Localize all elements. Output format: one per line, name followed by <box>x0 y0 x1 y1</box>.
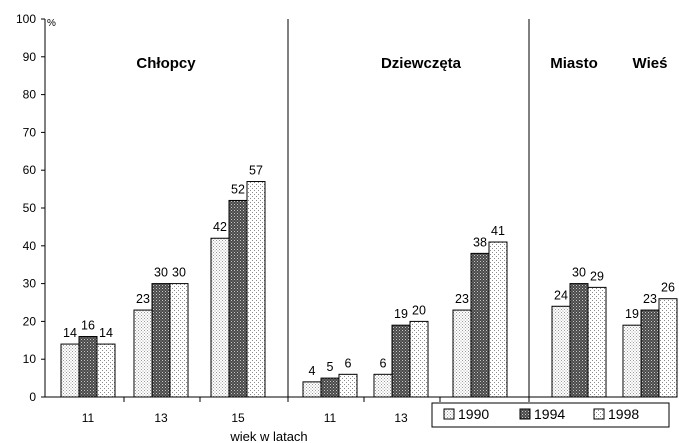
y-tick-label: 80 <box>23 88 37 102</box>
legend-swatch <box>519 408 531 420</box>
bar <box>452 309 472 398</box>
bar <box>587 286 607 398</box>
legend-box <box>431 402 670 428</box>
y-tick-label: 10 <box>23 352 37 366</box>
y-tick-label: 50 <box>23 201 37 215</box>
bar <box>373 373 393 398</box>
x-category-label: 11 <box>324 411 337 425</box>
x-category-label: 13 <box>154 411 168 425</box>
y-tick-label: 70 <box>23 125 37 139</box>
data-label: 23 <box>455 292 469 306</box>
legend-swatch <box>593 408 605 420</box>
bar <box>320 377 340 398</box>
group-title: Chłopcy <box>136 55 196 72</box>
data-label: 16 <box>81 319 95 333</box>
legend-label: 1990 <box>458 406 489 422</box>
legend-swatch <box>443 408 455 420</box>
bar <box>391 324 411 398</box>
bar <box>622 324 642 398</box>
bar <box>470 252 490 398</box>
group-title: Wieś <box>633 55 668 72</box>
bar <box>151 283 171 398</box>
data-label: 6 <box>380 356 387 370</box>
bar <box>78 336 98 398</box>
y-unit-label: % <box>47 18 56 29</box>
legend-label: 1994 <box>534 406 565 422</box>
data-label: 4 <box>309 364 316 378</box>
data-label: 24 <box>554 288 568 302</box>
bar <box>569 283 589 398</box>
data-label: 30 <box>154 266 168 280</box>
data-label: 52 <box>231 182 245 196</box>
bar <box>551 305 571 398</box>
bar <box>658 298 678 398</box>
data-label: 20 <box>412 303 426 317</box>
y-tick-label: 20 <box>23 314 37 328</box>
bar <box>133 309 153 398</box>
legend-label: 1998 <box>608 406 639 422</box>
data-label: 57 <box>249 164 263 178</box>
x-category-label: 11 <box>82 411 95 425</box>
bar <box>302 381 322 398</box>
data-label: 26 <box>661 281 675 295</box>
y-tick-label: 100 <box>16 12 36 26</box>
data-label: 29 <box>590 269 604 283</box>
data-label: 23 <box>136 292 150 306</box>
y-tick-label: 60 <box>23 163 37 177</box>
bar <box>246 181 266 398</box>
data-label: 38 <box>473 235 487 249</box>
bar <box>60 343 80 398</box>
y-tick-label: 30 <box>23 277 37 291</box>
legend: 1990 1994 1998 <box>431 402 670 428</box>
data-label: 5 <box>327 360 334 374</box>
data-label: 42 <box>213 220 227 234</box>
data-label: 23 <box>643 292 657 306</box>
bars <box>60 181 678 398</box>
x-axis-title: wiek w latach <box>229 429 307 443</box>
bar <box>210 237 230 398</box>
bar <box>338 373 358 398</box>
bar <box>169 283 189 398</box>
x-category-label: 15 <box>231 411 245 425</box>
bar <box>640 309 660 398</box>
x-category-label: 13 <box>394 411 408 425</box>
bar <box>228 199 248 398</box>
y-tick-label: 40 <box>23 239 37 253</box>
y-tick-label: 0 <box>29 390 36 404</box>
y-tick-label: 90 <box>23 50 37 64</box>
data-label: 30 <box>572 266 586 280</box>
bar <box>409 320 429 398</box>
bar <box>488 241 508 398</box>
data-label: 19 <box>394 307 408 321</box>
data-label: 14 <box>99 326 113 340</box>
data-label: 30 <box>172 266 186 280</box>
data-label: 6 <box>345 356 352 370</box>
group-title: Miasto <box>550 55 598 72</box>
group-title: Dziewczęta <box>381 55 462 72</box>
data-label: 19 <box>625 307 639 321</box>
data-label: 41 <box>491 224 505 238</box>
bar <box>96 343 116 398</box>
data-label: 14 <box>63 326 77 340</box>
